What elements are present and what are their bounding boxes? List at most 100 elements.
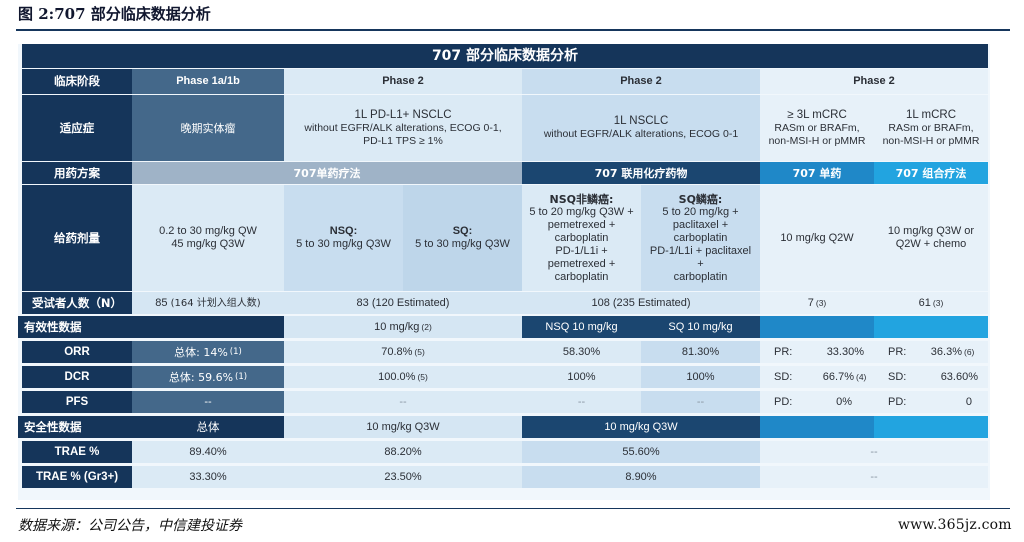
footnote-ref: (5) [414, 346, 425, 357]
dose-line: 10 mg/kg Q3W or [887, 225, 975, 237]
regimen-mono: 707单药疗法 [132, 162, 522, 184]
row-label-efficacy: 有效性数据 [18, 316, 284, 338]
dose-nsq: NSQ: 5 to 30 mg/kg Q3W [284, 185, 403, 291]
dose-line: Q2W + chemo [895, 238, 967, 250]
dcr-nsq: 100% [522, 366, 641, 388]
indication-line: non-MSI-H or pMMR [768, 134, 866, 147]
dose-line: + [697, 257, 704, 270]
dcr-value: 100.0% [378, 370, 416, 383]
indication-line: RASm or BRAFm, [774, 121, 860, 134]
efficacy-dose: 10 mg/kg [374, 320, 420, 333]
row-label-n: 受试者人数（N） [22, 292, 132, 314]
footnote-ref: (6) [964, 346, 975, 357]
metric-key: SD: [888, 370, 907, 383]
safety-phase1-overall: 总体 [132, 416, 284, 438]
n-value: 7 [807, 296, 814, 309]
trae-chemo: 55.60% [522, 441, 760, 463]
efficacy-crc1-blank [874, 316, 988, 338]
indication-pdl1-nsclc: 1L PD-L1+ NSCLC without EGFR/ALK alterat… [284, 95, 522, 161]
indication-line: non-MSI-H or pMMR [882, 134, 980, 147]
pfs-nsq: -- [522, 391, 641, 413]
safety-mono-dose: 10 mg/kg Q3W [284, 416, 522, 438]
dose-line: carboplatin [673, 270, 728, 283]
footnote-ref: (3) [815, 297, 827, 308]
pfs-crc1: PD: 0 [874, 391, 988, 413]
top-rule [16, 29, 1010, 31]
row-label-pfs: PFS [22, 391, 132, 413]
dose-line: carboplatin [554, 270, 609, 283]
n-phase1: 85 (164 计划入组人数) [132, 292, 284, 314]
dcr-value: 总体: 59.6% [168, 370, 234, 384]
efficacy-sq-dose: SQ 10 mg/kg [641, 316, 760, 338]
orr-sq: 81.30% [641, 341, 760, 363]
metric-value: 0% [836, 395, 852, 408]
orr-value: 总体: 14% [174, 345, 228, 359]
orr-crc1: PR: 36.3% (6) [874, 341, 988, 363]
row-label-dose: 给药剂量 [22, 185, 132, 291]
indication-nsclc: 1L NSCLC without EGFR/ALK alterations, E… [522, 95, 760, 161]
orr-phase1: 总体: 14% (1) [132, 341, 284, 363]
dose-crc1: 10 mg/kg Q3W or Q2W + chemo [874, 185, 988, 291]
trae-crc: -- [760, 441, 988, 463]
dose-line: pemetrexed + [547, 257, 616, 270]
footnote-ref: (1) [235, 371, 248, 382]
indication-line: ≥ 3L mCRC [787, 108, 847, 121]
trae-gr3-crc: -- [760, 466, 988, 488]
indication-1l-mcrc: 1L mCRC RASm or BRAFm, non-MSI-H or pMMR [874, 95, 988, 161]
footnote-ref: (1) [229, 346, 242, 357]
dose-line: 5 to 20 mg/kg + [662, 205, 739, 218]
dose-line: 5 to 30 mg/kg Q3W [415, 238, 510, 250]
row-label-orr: ORR [22, 341, 132, 363]
dose-line: NSQ: [329, 225, 358, 237]
indication-line: PD-L1 TPS ≥ 1% [363, 134, 443, 147]
source-note: 数据来源：公司公告，中信建投证券 [18, 518, 242, 534]
orr-nsq: 58.30% [522, 341, 641, 363]
safety-chemo-dose: 10 mg/kg Q3W [522, 416, 760, 438]
pfs-mono: -- [284, 391, 522, 413]
indication-line: without EGFR/ALK alterations, ECOG 0-1, [304, 121, 502, 134]
metric-value: 63.60% [940, 370, 978, 383]
dcr-crc3: SD: 66.7% (4) [760, 366, 874, 388]
phase-2-crc: Phase 2 [760, 69, 988, 94]
row-label-dcr: DCR [22, 366, 132, 388]
dose-line: carboplatin [554, 231, 609, 244]
clinical-data-table: 707 部分临床数据分析 临床阶段 Phase 1a/1b Phase 2 Ph… [18, 44, 990, 500]
dose-line: SQ鳞癌: [678, 192, 723, 206]
dcr-mono: 100.0% (5) [284, 366, 522, 388]
bottom-rule [16, 508, 1010, 509]
figure-title: 图 2:707 部分临床数据分析 [18, 5, 211, 23]
indication-line: 1L NSCLC [613, 115, 669, 127]
indication-solid-tumor: 晚期实体瘤 [132, 95, 284, 161]
dose-line: 5 to 20 mg/kg Q3W + [529, 205, 634, 218]
dose-sq: SQ: 5 to 30 mg/kg Q3W [403, 185, 522, 291]
metric-key: SD: [774, 370, 793, 383]
pfs-sq: -- [641, 391, 760, 413]
n-note: (164 计划入组人数) [170, 297, 261, 309]
row-label-safety: 安全性数据 [18, 416, 132, 438]
n-mono: 83 (120 Estimated) [284, 292, 522, 314]
metric-key: PR: [774, 345, 793, 358]
orr-crc3: PR: 33.30% [760, 341, 874, 363]
efficacy-mono-dose: 10 mg/kg (2) [284, 316, 522, 338]
dose-nsq-chemo: NSQ非鳞癌: 5 to 20 mg/kg Q3W + pemetrexed +… [522, 185, 641, 291]
indication-line: RASm or BRAFm, [888, 121, 974, 134]
n-chemo: 108 (235 Estimated) [522, 292, 760, 314]
watermark: www.365jz.com [898, 517, 1012, 533]
phase-2-mono: Phase 2 [284, 69, 522, 94]
dcr-phase1: 总体: 59.6% (1) [132, 366, 284, 388]
dcr-sq: 100% [641, 366, 760, 388]
n-crc1: 61 (3) [874, 292, 988, 314]
dose-crc3: 10 mg/kg Q2W [760, 185, 874, 291]
footnote-ref: (4) [856, 371, 867, 382]
metric-value: 33.30% [826, 345, 864, 358]
dose-line: carboplatin [673, 231, 728, 244]
dose-line: NSQ非鳞癌: [549, 192, 614, 206]
safety-crc3-blank [760, 416, 874, 438]
metric-value: 66.7% [822, 370, 854, 383]
safety-crc1-blank [874, 416, 988, 438]
trae-phase1: 89.40% [132, 441, 284, 463]
metric-key: PD: [774, 395, 793, 408]
indication-line: 1L mCRC [905, 108, 957, 121]
dose-line: PD-1/L1i + [555, 244, 608, 257]
indication-line: 1L PD-L1+ NSCLC [354, 108, 452, 121]
